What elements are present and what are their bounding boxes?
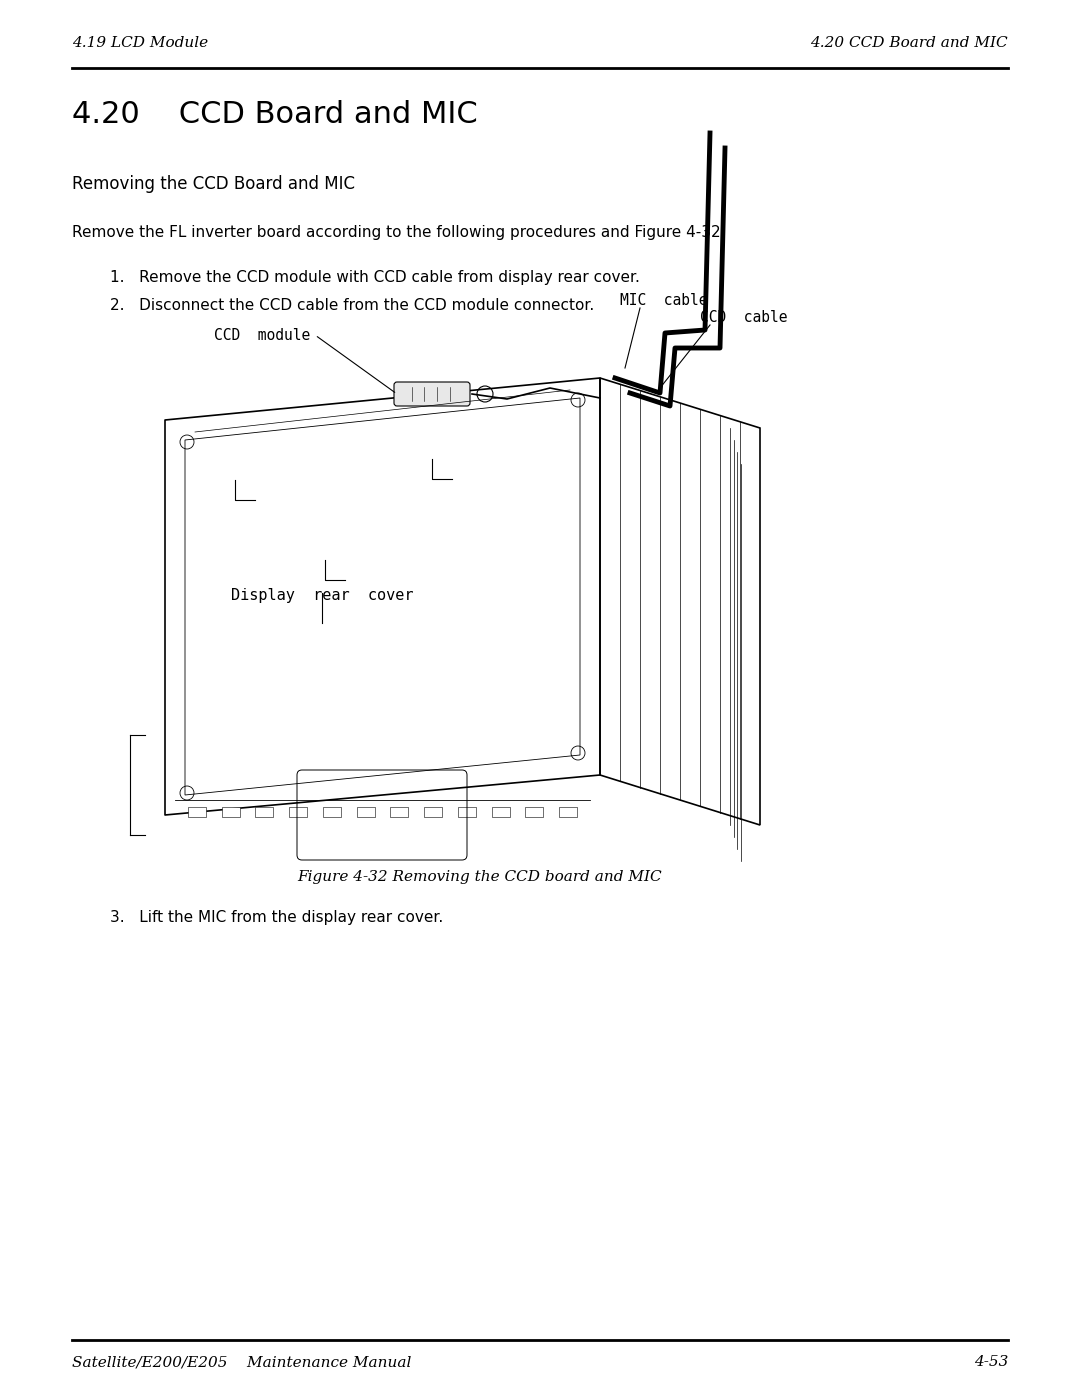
- Text: Removing the CCD Board and MIC: Removing the CCD Board and MIC: [72, 175, 355, 193]
- Text: 4.20    CCD Board and MIC: 4.20 CCD Board and MIC: [72, 101, 477, 129]
- Text: Satellite/E200/E205    Maintenance Manual: Satellite/E200/E205 Maintenance Manual: [72, 1355, 411, 1369]
- Text: 1.   Remove the CCD module with CCD cable from display rear cover.: 1. Remove the CCD module with CCD cable …: [110, 270, 639, 285]
- Bar: [289, 807, 307, 817]
- Bar: [188, 807, 206, 817]
- Text: MIC  cable: MIC cable: [620, 293, 707, 307]
- Text: 2.   Disconnect the CCD cable from the CCD module connector.: 2. Disconnect the CCD cable from the CCD…: [110, 298, 594, 313]
- Text: CCD  cable: CCD cable: [700, 310, 787, 326]
- Text: 4-53: 4-53: [974, 1355, 1008, 1369]
- Bar: [390, 807, 408, 817]
- Bar: [424, 807, 442, 817]
- Bar: [559, 807, 577, 817]
- Text: Display  rear  cover: Display rear cover: [231, 588, 414, 604]
- Text: CCD  module: CCD module: [214, 327, 310, 342]
- Text: Remove the FL inverter board according to the following procedures and Figure 4-: Remove the FL inverter board according t…: [72, 225, 726, 240]
- FancyBboxPatch shape: [394, 381, 470, 407]
- Bar: [221, 807, 240, 817]
- Text: Figure 4-32 Removing the CCD board and MIC: Figure 4-32 Removing the CCD board and M…: [298, 870, 662, 884]
- Text: 4.19 LCD Module: 4.19 LCD Module: [72, 36, 208, 50]
- Bar: [255, 807, 273, 817]
- Bar: [323, 807, 341, 817]
- Text: 4.20 CCD Board and MIC: 4.20 CCD Board and MIC: [810, 36, 1008, 50]
- Bar: [491, 807, 510, 817]
- Bar: [356, 807, 375, 817]
- Bar: [458, 807, 476, 817]
- Text: 3.   Lift the MIC from the display rear cover.: 3. Lift the MIC from the display rear co…: [110, 909, 443, 925]
- Bar: [525, 807, 543, 817]
